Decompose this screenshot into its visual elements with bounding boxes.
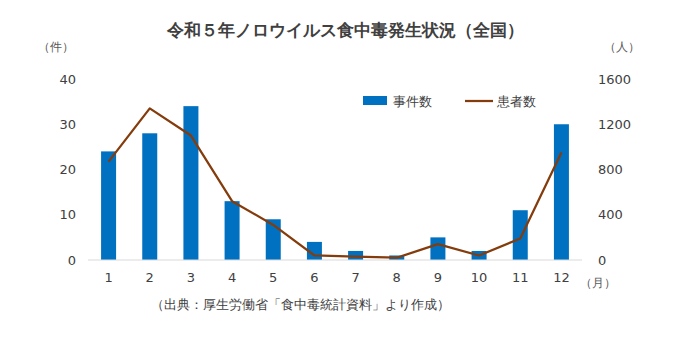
y2-tick <box>582 169 585 170</box>
bar <box>225 201 240 260</box>
legend-label: 患者数 <box>496 94 536 109</box>
x-tick-label: 6 <box>310 270 318 285</box>
y2-tick-label: 400 <box>598 207 623 222</box>
y2-tick <box>582 79 585 80</box>
y2-tick-label: 1600 <box>598 72 631 87</box>
y-tick-label: 30 <box>59 117 76 132</box>
y2-tick <box>582 260 585 261</box>
y2-axis-label: （人） <box>604 40 640 54</box>
y-tick <box>85 124 88 125</box>
y2-tick <box>582 124 585 125</box>
bar <box>101 151 116 260</box>
plot-area <box>101 106 569 260</box>
legend-swatch <box>465 100 493 102</box>
y-tick-label: 0 <box>68 253 76 268</box>
legend-swatch <box>363 96 387 105</box>
chart: 令和５年ノロウイルス食中毒発生状況（全国） （件） （人） （月） （出典：厚生労働省「… <box>0 0 690 338</box>
y-axis-label: （件） <box>38 40 74 54</box>
x-tick-label: 3 <box>187 270 195 285</box>
y-tick <box>85 169 88 170</box>
legend-label: 事件数 <box>393 94 432 109</box>
bar <box>430 237 445 260</box>
y-tick-label: 10 <box>59 207 76 222</box>
source: （出典：厚生労働省「食中毒統計資料」より作成） <box>151 297 450 312</box>
bar <box>142 133 157 260</box>
x-tick-label: 8 <box>393 270 401 285</box>
x-tick-label: 2 <box>146 270 154 285</box>
y-tick <box>85 214 88 215</box>
bar <box>513 210 528 260</box>
y2-tick-label: 800 <box>598 162 623 177</box>
x-axis <box>88 260 582 261</box>
x-tick-label: 7 <box>351 270 359 285</box>
y2-tick-label: 1200 <box>598 117 631 132</box>
y-tick-label: 40 <box>59 72 76 87</box>
bar <box>554 124 569 260</box>
x-tick-label: 10 <box>471 270 488 285</box>
y-tick <box>85 260 88 261</box>
y-tick <box>85 79 88 80</box>
y2-tick <box>582 214 585 215</box>
title: 令和５年ノロウイルス食中毒発生状況（全国） <box>166 20 524 40</box>
x-tick-label: 12 <box>553 270 570 285</box>
x-tick-label: 4 <box>228 270 236 285</box>
y-tick-label: 20 <box>59 162 76 177</box>
x-tick-label: 5 <box>269 270 277 285</box>
x-tick-label: 9 <box>434 270 442 285</box>
x-axis-label: （月） <box>580 276 616 290</box>
y2-tick-label: 0 <box>598 253 606 268</box>
x-tick-label: 11 <box>512 270 529 285</box>
x-tick-label: 1 <box>104 270 112 285</box>
line <box>109 108 562 257</box>
bar <box>183 106 198 260</box>
